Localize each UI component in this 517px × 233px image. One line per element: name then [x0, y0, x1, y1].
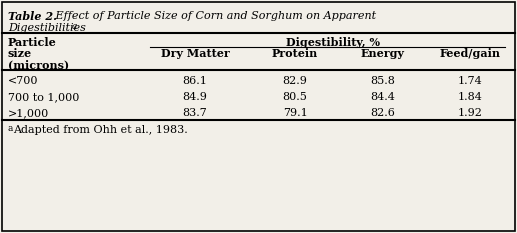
Text: 1.84: 1.84: [458, 92, 482, 102]
Text: 84.9: 84.9: [183, 92, 207, 102]
Text: Digestibilities: Digestibilities: [8, 23, 86, 33]
Text: 85.8: 85.8: [371, 76, 396, 86]
Text: 82.9: 82.9: [283, 76, 308, 86]
Text: >1,000: >1,000: [8, 108, 49, 118]
Text: Table 2.: Table 2.: [8, 11, 57, 22]
Text: Protein: Protein: [272, 48, 318, 59]
Text: 1.74: 1.74: [458, 76, 482, 86]
Text: 80.5: 80.5: [283, 92, 308, 102]
Text: 84.4: 84.4: [371, 92, 396, 102]
Text: Particle: Particle: [8, 37, 57, 48]
Text: 83.7: 83.7: [183, 108, 207, 118]
Text: 86.1: 86.1: [183, 76, 207, 86]
Text: Digestibility, %: Digestibility, %: [285, 37, 379, 48]
Text: (microns): (microns): [8, 59, 69, 70]
Text: 700 to 1,000: 700 to 1,000: [8, 92, 80, 102]
Text: Dry Matter: Dry Matter: [161, 48, 230, 59]
Text: size: size: [8, 48, 32, 59]
Text: Effect of Particle Size of Corn and Sorghum on Apparent: Effect of Particle Size of Corn and Sorg…: [52, 11, 376, 21]
Text: Feed/gain: Feed/gain: [439, 48, 500, 59]
Text: a: a: [72, 22, 78, 31]
Text: Adapted from Ohh et al., 1983.: Adapted from Ohh et al., 1983.: [13, 125, 188, 135]
Text: 1.92: 1.92: [458, 108, 482, 118]
Text: 79.1: 79.1: [283, 108, 308, 118]
Text: a: a: [8, 124, 13, 133]
Text: Energy: Energy: [361, 48, 405, 59]
Text: <700: <700: [8, 76, 38, 86]
Text: 82.6: 82.6: [371, 108, 396, 118]
